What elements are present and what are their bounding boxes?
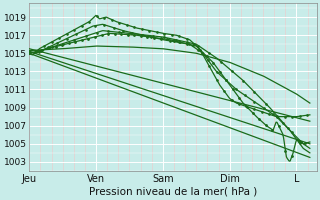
X-axis label: Pression niveau de la mer( hPa ): Pression niveau de la mer( hPa ) [89,187,257,197]
